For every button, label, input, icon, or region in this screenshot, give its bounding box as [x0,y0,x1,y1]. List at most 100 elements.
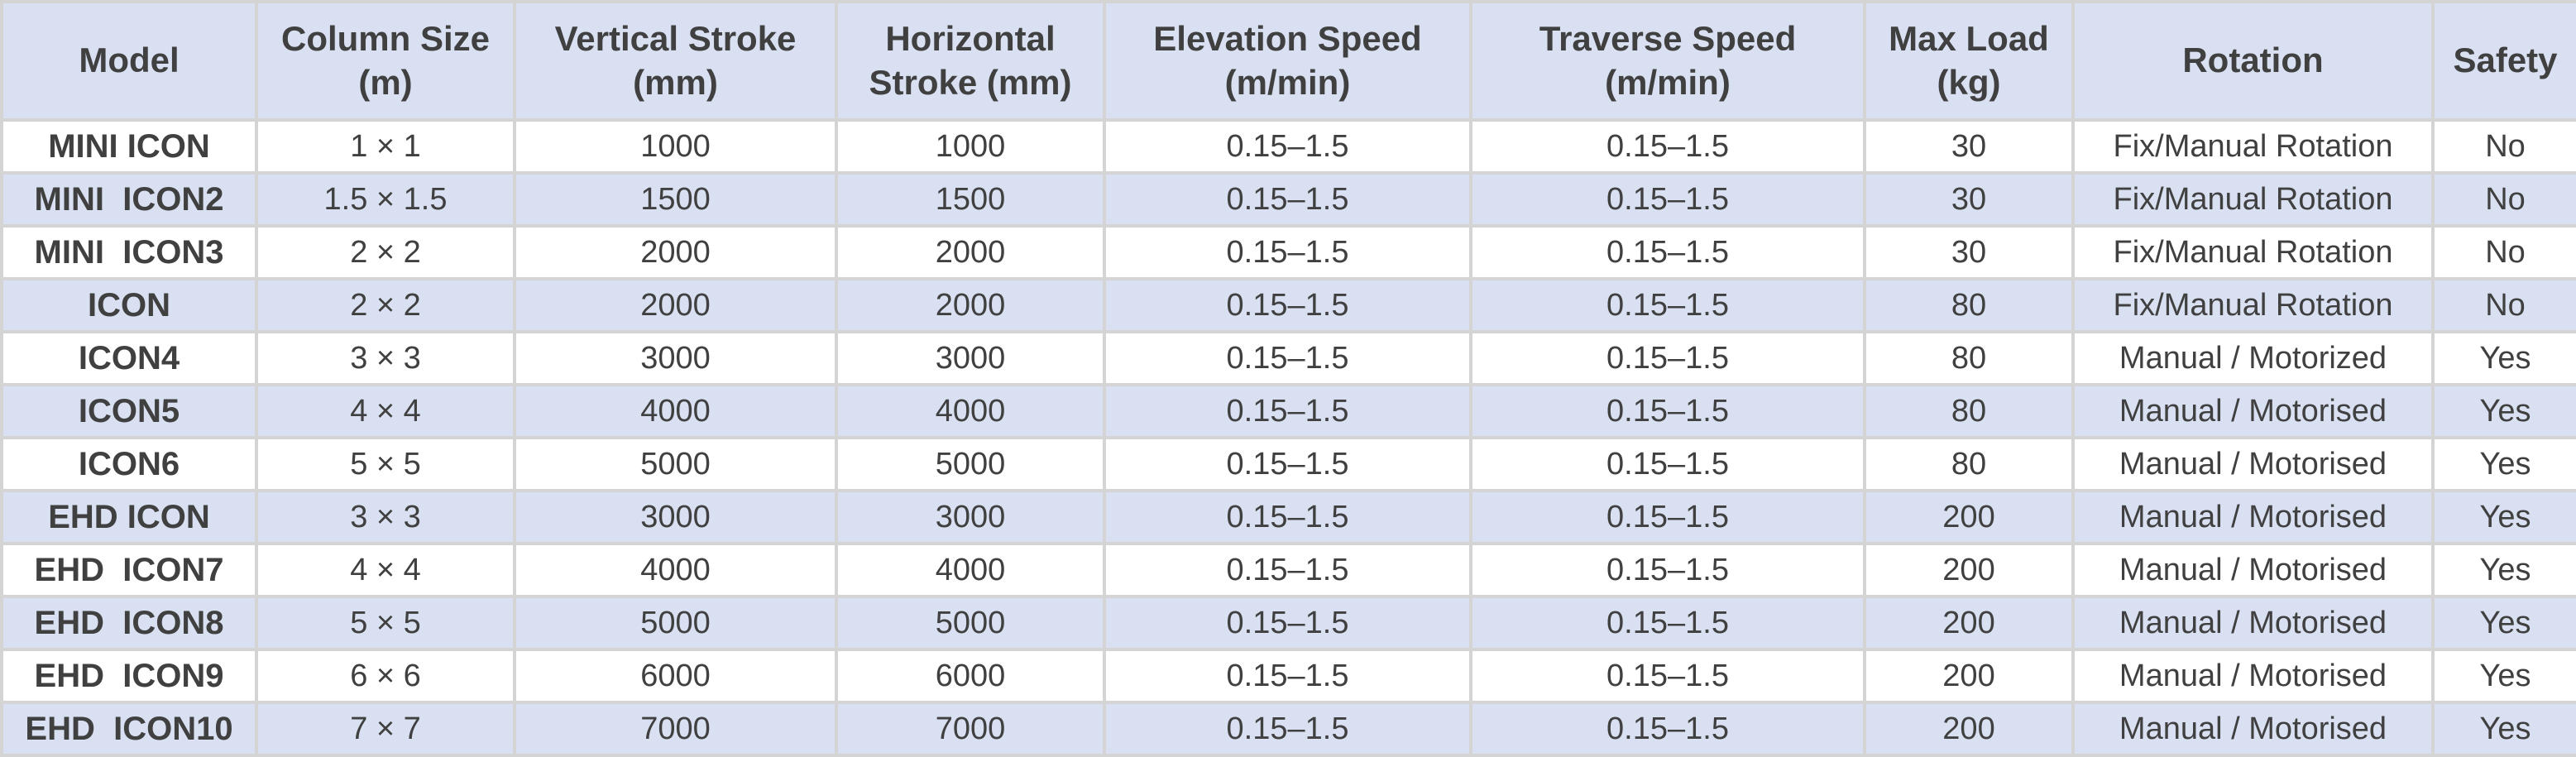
table-cell: Yes [2431,542,2576,598]
table-cell: 7000 [513,701,838,757]
table-cell: 0.15–1.5 [1469,118,1866,175]
table-row: EHD ICON8 5 × 5 5000 5000 0.15–1.5 0.15–1.5 20… [0,595,2576,651]
table-cell: 1500 [513,171,838,228]
table-cell: 2000 [835,224,1106,280]
table-cell: 200 [1863,489,2075,545]
table-row: ICON6 5 × 5 5000 5000 0.15–1.5 0.15–1.5 80 Manu… [0,436,2576,492]
table-cell: 0.15–1.5 [1103,436,1472,492]
header-cell: Elevation Speed (m/min) [1103,0,1472,122]
table-cell: No [2431,171,2576,228]
model-cell: MINI ICON3 [0,224,258,280]
table-row: EHD ICON7 4 × 4 4000 4000 0.15–1.5 0.15–1.5 20… [0,542,2576,598]
table-header: Model Column Size (m) Vertical Stroke (mm)… [0,0,2576,122]
model-cell: EHD ICON [0,489,258,545]
table-body: MINI ICON 1 × 1 1000 1000 0.15–1.5 0.15–1.5 30… [0,118,2576,757]
table-cell: 0.15–1.5 [1469,330,1866,386]
table-cell: 6 × 6 [255,648,516,704]
table-cell: 4 × 4 [255,383,516,439]
table-row: ICON5 4 × 4 4000 4000 0.15–1.5 0.15–1.5 80 Manu… [0,383,2576,439]
model-cell: ICON5 [0,383,258,439]
table-cell: 3000 [835,330,1106,386]
table-cell: Manual / Motorised [2071,489,2435,545]
table-cell: Manual / Motorised [2071,383,2435,439]
table-cell: 3000 [513,489,838,545]
table-cell: 1500 [835,171,1106,228]
table-cell: 5 × 5 [255,436,516,492]
table-row: MINI ICON 1 × 1 1000 1000 0.15–1.5 0.15–1.5 30… [0,118,2576,175]
table-cell: 5000 [835,595,1106,651]
table-cell: 0.15–1.5 [1469,224,1866,280]
table-cell: 200 [1863,542,2075,598]
table-cell: 200 [1863,701,2075,757]
table-cell: 200 [1863,648,2075,704]
header-cell: Max Load (kg) [1863,0,2075,122]
header-cell: Column Size (m) [255,0,516,122]
table-cell: 80 [1863,330,2075,386]
table-cell: 1000 [835,118,1106,175]
table-cell: 1 × 1 [255,118,516,175]
table-cell: 6000 [513,648,838,704]
table-cell: 0.15–1.5 [1103,330,1472,386]
table-cell: 30 [1863,224,2075,280]
model-cell: ICON6 [0,436,258,492]
table-cell: 3000 [513,330,838,386]
header-cell: Vertical Stroke (mm) [513,0,838,122]
table-cell: Manual / Motorised [2071,542,2435,598]
table-cell: Manual / Motorised [2071,595,2435,651]
table-cell: 0.15–1.5 [1469,542,1866,598]
table-cell: Yes [2431,595,2576,651]
table-row: EHD ICON9 6 × 6 6000 6000 0.15–1.5 0.15–1.5 20… [0,648,2576,704]
table-cell: 0.15–1.5 [1469,277,1866,333]
table-cell: Yes [2431,330,2576,386]
header-cell: Model [0,0,258,122]
table-cell: 0.15–1.5 [1103,118,1472,175]
table-cell: No [2431,224,2576,280]
table-cell: No [2431,277,2576,333]
table-cell: 80 [1863,436,2075,492]
table-cell: 0.15–1.5 [1103,277,1472,333]
table-cell: Manual / Motorized [2071,330,2435,386]
table-cell: Manual / Motorised [2071,436,2435,492]
table-cell: 5 × 5 [255,595,516,651]
table-cell: 6000 [835,648,1106,704]
table-cell: 0.15–1.5 [1103,648,1472,704]
table-cell: 4000 [513,383,838,439]
table-cell: 0.15–1.5 [1469,701,1866,757]
table-cell: 0.15–1.5 [1469,171,1866,228]
table-cell: Yes [2431,701,2576,757]
header-cell: Safety [2431,0,2576,122]
table-cell: Manual / Motorised [2071,701,2435,757]
table-cell: Yes [2431,489,2576,545]
table-cell: 30 [1863,171,2075,228]
model-cell: ICON4 [0,330,258,386]
table-cell: 0.15–1.5 [1469,489,1866,545]
table-cell: 5000 [513,595,838,651]
table-cell: 4000 [835,542,1106,598]
table-cell: Yes [2431,648,2576,704]
table-cell: 2 × 2 [255,277,516,333]
table-cell: 4000 [835,383,1106,439]
header-cell: Rotation [2071,0,2435,122]
table-cell: 0.15–1.5 [1103,224,1472,280]
table-cell: Yes [2431,383,2576,439]
table-cell: 4000 [513,542,838,598]
table-cell: Fix/Manual Rotation [2071,277,2435,333]
table-cell: 1.5 × 1.5 [255,171,516,228]
table-cell: 2 × 2 [255,224,516,280]
header-row: Model Column Size (m) Vertical Stroke (mm)… [0,0,2576,122]
table-cell: 0.15–1.5 [1469,383,1866,439]
table-cell: 0.15–1.5 [1103,489,1472,545]
model-cell: EHD ICON7 [0,542,258,598]
table-cell: 0.15–1.5 [1103,701,1472,757]
table-cell: 3000 [835,489,1106,545]
header-cell: Traverse Speed (m/min) [1469,0,1866,122]
table-cell: 0.15–1.5 [1103,383,1472,439]
table-cell: 80 [1863,383,2075,439]
table-cell: 5000 [835,436,1106,492]
table-cell: Manual / Motorised [2071,648,2435,704]
table-cell: Fix/Manual Rotation [2071,171,2435,228]
table-row: MINI ICON3 2 × 2 2000 2000 0.15–1.5 0.15–1.5 3… [0,224,2576,280]
table-cell: 0.15–1.5 [1103,171,1472,228]
model-cell: EHD ICON9 [0,648,258,704]
